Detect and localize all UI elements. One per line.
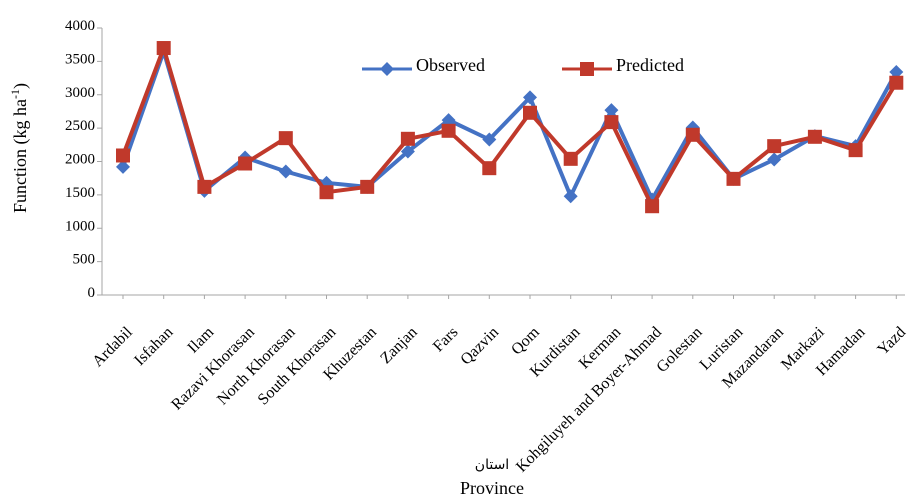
data-point-observed (441, 113, 456, 128)
x-tick-label-ardabil: Ardabil (89, 323, 136, 370)
y-axis-title-sup: -1 (8, 89, 22, 99)
legend-label-observed: Observed (416, 55, 485, 75)
data-point-predicted (156, 41, 171, 56)
data-point-predicted (319, 185, 334, 200)
x-tick-label-zanjan: Zanjan (377, 324, 420, 367)
data-point-predicted (238, 156, 253, 171)
legend-label-predicted: Predicted (616, 55, 684, 75)
legend-item-observed: Observed (362, 55, 485, 76)
y-tick-label: 500 (73, 252, 96, 268)
data-point-predicted (726, 171, 741, 186)
legend: Observed Predicted (362, 55, 684, 76)
data-point-predicted (116, 148, 130, 163)
data-point-observed (767, 152, 782, 167)
y-tick-label: 3000 (65, 85, 95, 101)
x-axis-title: Province (460, 478, 524, 498)
x-tick-label-yazd: Yazd (874, 324, 909, 359)
data-point-observed (563, 189, 578, 204)
y-tick-label: 4000 (65, 18, 95, 34)
x-tick-label-isfahan: Isfahan (131, 324, 176, 369)
data-point-observed (482, 132, 497, 147)
data-point-predicted (767, 139, 782, 154)
y-tick-label: 1000 (65, 218, 95, 234)
data-point-predicted (278, 131, 293, 146)
y-axis-title: Function (kg ha-1) (8, 83, 31, 213)
data-point-predicted (482, 161, 497, 176)
data-point-observed (116, 159, 130, 174)
y-tick-label: 1500 (65, 185, 95, 201)
x-tick-label-fars: Fars (430, 324, 462, 356)
legend-swatch-predicted-marker (580, 62, 594, 76)
series-line-observed (121, 49, 899, 202)
y-tick-label: 3500 (65, 51, 95, 67)
data-point-predicted (360, 179, 375, 194)
data-point-predicted (400, 131, 415, 146)
y-tick-label: 0 (88, 285, 96, 301)
data-point-observed (685, 120, 700, 135)
data-point-observed (889, 65, 904, 80)
y-tick-label: 2500 (65, 118, 95, 134)
legend-item-predicted: Predicted (562, 55, 684, 76)
data-point-predicted (807, 129, 822, 144)
data-point-predicted (441, 123, 456, 138)
x-axis-subtitle: استان (475, 457, 509, 473)
y-axis-title-main: Function (kg ha (10, 99, 31, 213)
axes (101, 28, 905, 296)
x-tick-label-qom: Qom (508, 323, 543, 358)
data-point-observed (604, 103, 619, 118)
y-ticks: 0 500 1000 1500 2000 2500 3000 3500 4000 (65, 18, 102, 301)
data-point-predicted (685, 127, 700, 142)
data-point-predicted (889, 75, 904, 90)
y-axis-title-close: ) (10, 83, 31, 89)
y-tick-label: 2000 (65, 152, 95, 168)
x-tick-label-qazvin: Qazvin (457, 324, 502, 369)
legend-swatch-observed-marker (380, 62, 394, 76)
data-point-predicted (645, 199, 660, 214)
data-point-observed (278, 164, 293, 179)
series-line-predicted (121, 46, 899, 209)
data-point-observed (400, 144, 415, 159)
data-point-predicted (523, 105, 537, 120)
series-layer (116, 41, 904, 214)
data-point-observed (523, 90, 537, 105)
x-tick-label-golestan: Golestan (653, 324, 705, 376)
data-point-predicted (604, 115, 619, 130)
data-point-predicted (563, 151, 578, 166)
x-tick-label-ilam: Ilam (184, 323, 217, 356)
data-point-predicted (848, 143, 863, 158)
data-point-predicted (197, 179, 212, 194)
